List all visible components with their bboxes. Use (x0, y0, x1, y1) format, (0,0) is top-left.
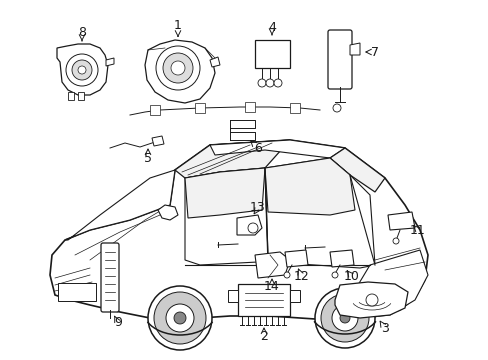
Text: 14: 14 (264, 280, 279, 293)
FancyBboxPatch shape (101, 243, 119, 312)
Circle shape (365, 294, 377, 306)
Polygon shape (289, 290, 299, 302)
Circle shape (247, 223, 258, 233)
Polygon shape (152, 136, 163, 146)
Text: 7: 7 (370, 45, 378, 59)
Polygon shape (329, 250, 353, 267)
Polygon shape (227, 290, 238, 302)
Circle shape (165, 304, 194, 332)
Text: 3: 3 (380, 321, 388, 334)
Polygon shape (254, 252, 289, 278)
Bar (254, 40, 289, 68)
Polygon shape (329, 148, 384, 192)
Circle shape (72, 60, 92, 80)
Text: 2: 2 (260, 330, 267, 343)
Circle shape (331, 305, 357, 331)
Polygon shape (184, 168, 264, 218)
Text: 10: 10 (344, 270, 359, 284)
Polygon shape (78, 92, 84, 100)
Text: 12: 12 (293, 270, 309, 284)
Text: 8: 8 (78, 26, 86, 39)
Polygon shape (334, 282, 407, 318)
Polygon shape (264, 158, 354, 215)
Circle shape (148, 286, 212, 350)
Text: 9: 9 (114, 316, 122, 329)
Circle shape (171, 61, 184, 75)
Text: 1: 1 (174, 18, 182, 32)
Text: 6: 6 (254, 141, 262, 154)
Circle shape (163, 53, 193, 83)
Polygon shape (145, 40, 215, 103)
Bar (58, 283, 96, 301)
Polygon shape (150, 105, 160, 115)
Polygon shape (68, 92, 74, 100)
Polygon shape (195, 103, 204, 113)
Polygon shape (106, 58, 114, 66)
Polygon shape (65, 170, 175, 240)
Circle shape (174, 312, 185, 324)
Circle shape (154, 292, 205, 344)
FancyBboxPatch shape (327, 30, 351, 89)
Circle shape (331, 272, 337, 278)
Polygon shape (387, 212, 414, 230)
Polygon shape (184, 168, 267, 265)
Circle shape (66, 54, 98, 86)
Text: 11: 11 (409, 224, 425, 237)
Circle shape (314, 288, 374, 348)
Polygon shape (209, 140, 345, 158)
Polygon shape (57, 44, 108, 95)
Polygon shape (264, 158, 374, 268)
Polygon shape (244, 102, 254, 112)
Polygon shape (237, 215, 262, 235)
Polygon shape (349, 43, 359, 55)
Polygon shape (50, 140, 427, 320)
Polygon shape (209, 57, 220, 67)
Circle shape (392, 238, 398, 244)
Circle shape (320, 294, 368, 342)
Bar (238, 284, 289, 316)
Circle shape (265, 79, 273, 87)
Polygon shape (158, 205, 178, 220)
Circle shape (258, 79, 265, 87)
Circle shape (78, 66, 86, 74)
Text: 5: 5 (143, 152, 152, 165)
Circle shape (339, 313, 349, 323)
Polygon shape (329, 250, 427, 318)
Circle shape (332, 104, 340, 112)
Circle shape (284, 272, 289, 278)
Text: 13: 13 (250, 201, 265, 213)
Polygon shape (285, 250, 307, 267)
Polygon shape (175, 140, 289, 178)
Text: 4: 4 (267, 21, 275, 33)
Polygon shape (289, 103, 299, 113)
Circle shape (156, 46, 200, 90)
Circle shape (273, 79, 282, 87)
